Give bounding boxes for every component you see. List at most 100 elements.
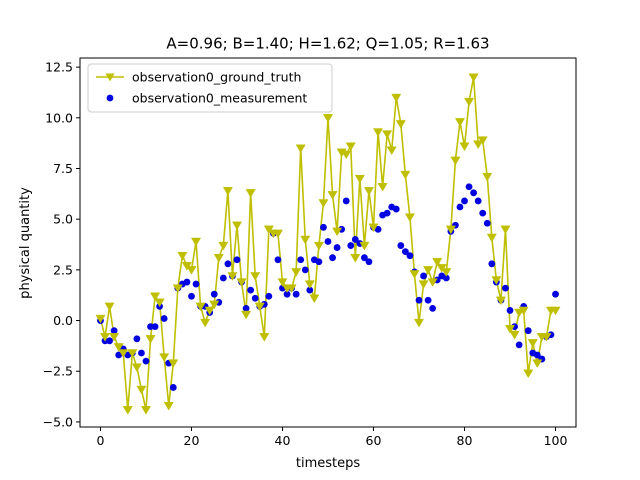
measurement-point (315, 258, 323, 266)
ground-truth-marker (140, 406, 152, 415)
ground-truth-marker (491, 276, 502, 285)
measurement-point (133, 335, 141, 343)
measurement-point (274, 256, 282, 264)
measurement-point (183, 278, 191, 286)
measurement-point (283, 290, 291, 298)
ground-truth-marker (350, 254, 361, 263)
ground-truth-marker (200, 318, 211, 328)
measurement-point (329, 254, 336, 262)
ground-truth-marker (163, 402, 174, 411)
measurement-point (552, 290, 559, 298)
y-tick-label: −2.5 (43, 364, 73, 379)
ground-truth-marker (231, 221, 243, 231)
ground-truth-marker (327, 191, 338, 200)
ground-truth-marker (373, 128, 384, 137)
measurement-point (110, 327, 118, 335)
measurement-point (361, 254, 368, 262)
ground-truth-marker (195, 302, 206, 312)
ground-truth-marker (150, 292, 161, 302)
x-tick-label: 40 (275, 433, 291, 448)
y-tick-label: −5.0 (43, 414, 73, 429)
ground-truth-marker (395, 120, 406, 129)
ground-truth-marker (518, 306, 529, 316)
measurement-point (192, 280, 200, 288)
ground-truth-marker (304, 280, 315, 289)
legend: observation0_ground_truth observation0_me… (87, 63, 333, 113)
measurement-point (401, 248, 409, 256)
x-tick-label: 80 (457, 433, 473, 448)
measurement-point (429, 304, 437, 312)
ground-truth-marker (482, 172, 493, 182)
legend-label-measurement: observation0_measurement (132, 91, 307, 106)
ground-truth-marker (227, 272, 238, 281)
measurement-point (456, 203, 464, 211)
measurement-point (347, 242, 355, 249)
measurement-point (160, 315, 168, 322)
ground-truth-marker (277, 278, 288, 287)
y-tick-label: 10.0 (45, 110, 73, 125)
measurement-point (474, 197, 482, 205)
ground-truth-marker (272, 229, 283, 239)
ground-truth-marker (464, 97, 475, 107)
measurement-point (479, 209, 487, 217)
ground-truth-marker (386, 146, 397, 156)
measurement-point (106, 337, 113, 345)
measurement-point (297, 256, 305, 264)
ground-truth-marker (404, 213, 415, 223)
plot-area (95, 73, 561, 415)
measurement-point (342, 197, 350, 205)
ground-truth-marker (154, 298, 165, 308)
ground-truth-marker (541, 333, 552, 342)
ground-truth-marker (377, 183, 388, 192)
measurement-point (397, 242, 405, 249)
ground-truth-marker (209, 300, 220, 310)
measurement-point (292, 290, 300, 298)
ground-truth-marker (190, 237, 202, 247)
x-tick-label: 20 (184, 433, 200, 448)
ground-truth-marker (313, 241, 324, 251)
ground-truth-marker (441, 268, 452, 277)
ground-truth-marker (127, 349, 138, 358)
y-tick-label: 5.0 (53, 212, 73, 227)
measurement-point (324, 238, 332, 245)
ground-truth-marker (454, 118, 466, 127)
ground-truth-marker (477, 136, 488, 145)
ground-truth-marker (413, 318, 425, 328)
ground-truth-marker (409, 270, 420, 279)
measurement-point (265, 292, 273, 300)
measurement-point (138, 349, 145, 357)
x-axis-label: timesteps (296, 456, 360, 471)
ground-truth-marker (236, 278, 247, 287)
ground-truth-marker (523, 369, 534, 379)
ground-truth-marker (532, 359, 543, 368)
measurement-point (442, 274, 450, 282)
ground-truth-marker (254, 302, 265, 312)
ground-truth-marker (391, 93, 402, 103)
ground-truth-marker (500, 225, 511, 235)
ground-truth-marker (354, 174, 365, 184)
ground-truth-marker (486, 233, 497, 243)
measurement-point (374, 225, 382, 233)
axes: 0 20 40 60 80 100 −5.0 −2.5 0.0 2.5 5.0 7.5 10.0 12.5 (43, 57, 577, 448)
measurement-point (151, 323, 159, 331)
ground-truth-marker (468, 73, 479, 83)
ground-truth-marker (118, 349, 129, 358)
measurement-point (142, 357, 150, 365)
ground-truth-marker (527, 339, 538, 348)
measurement-point (392, 205, 400, 213)
measurement-point (233, 256, 241, 264)
y-tick-label: 2.5 (53, 262, 73, 277)
ground-truth-marker (109, 333, 120, 342)
measurement-point (533, 351, 541, 359)
ground-truth-marker (345, 142, 356, 152)
ground-truth-marker (550, 306, 561, 316)
measurement-point (242, 304, 250, 312)
measurement-point (333, 244, 341, 251)
ground-truth-marker (104, 302, 115, 312)
ground-truth-marker (168, 359, 179, 368)
ground-truth-marker (172, 284, 183, 293)
y-tick-label: 7.5 (53, 161, 73, 176)
ground-truth-marker (222, 187, 233, 196)
